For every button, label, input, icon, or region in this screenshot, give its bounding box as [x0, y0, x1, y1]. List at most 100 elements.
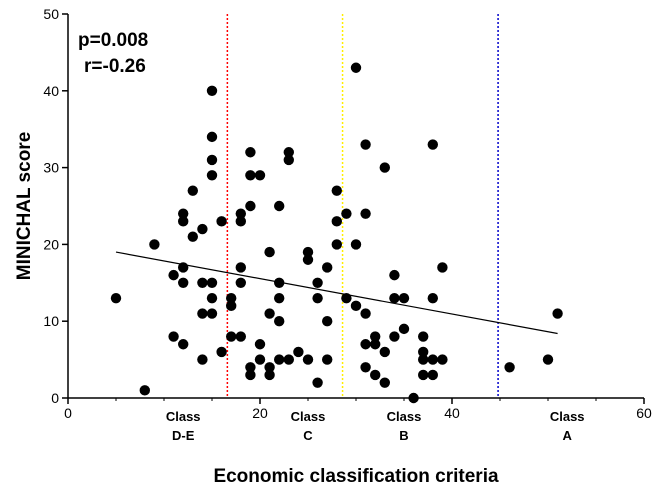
data-point	[264, 362, 275, 373]
data-point	[235, 216, 246, 227]
data-point	[264, 246, 275, 258]
data-point	[264, 369, 275, 381]
regression-line	[115, 251, 558, 335]
data-point	[206, 131, 218, 143]
data-point	[418, 331, 429, 342]
data-point	[274, 292, 285, 304]
data-point	[398, 323, 410, 335]
data-point	[178, 216, 189, 227]
data-point	[427, 292, 438, 304]
data-point	[322, 354, 333, 365]
class-label-line2: D-E	[172, 428, 195, 443]
data-point	[178, 208, 189, 219]
data-point	[206, 308, 218, 319]
data-point	[437, 262, 448, 273]
data-point	[427, 369, 438, 381]
data-point	[168, 269, 179, 281]
data-point	[331, 185, 342, 196]
class-label-line2: B	[399, 428, 408, 443]
tick-labels: 0 10 20 30 40 50 0 20 40 60 Class D-E Class C Class B Cl…	[43, 6, 652, 443]
data-point	[254, 170, 266, 181]
data-point	[235, 331, 246, 342]
data-point	[197, 308, 208, 319]
data-point	[245, 362, 256, 373]
data-point	[245, 170, 256, 181]
axes	[62, 13, 645, 404]
data-point	[206, 170, 218, 181]
data-point	[274, 354, 285, 365]
data-point	[206, 277, 218, 288]
y-tick-label: 50	[43, 6, 59, 22]
data-point	[542, 354, 554, 365]
data-point	[274, 200, 285, 212]
class-label-line1: Class	[291, 409, 326, 424]
data-point	[331, 239, 342, 250]
data-point	[139, 385, 150, 396]
data-point	[427, 139, 438, 150]
data-point	[206, 292, 218, 304]
data-point	[197, 223, 208, 235]
data-point	[254, 339, 266, 350]
data-point	[149, 239, 160, 250]
data-point	[350, 239, 362, 250]
data-point	[245, 200, 256, 212]
data-point	[235, 277, 246, 288]
data-point	[360, 208, 371, 219]
data-point	[360, 139, 371, 150]
data-point	[341, 292, 352, 304]
data-point	[370, 339, 381, 350]
data-point	[283, 147, 294, 158]
data-point	[302, 246, 314, 258]
r-value-annotation: r=-0.26	[84, 56, 146, 77]
data-point	[168, 331, 179, 342]
y-tick-label: 0	[51, 390, 59, 406]
data-point	[216, 216, 227, 227]
data-point	[197, 354, 208, 365]
data-point	[398, 292, 410, 304]
class-label-line1: Class	[550, 409, 585, 424]
data-point	[312, 292, 323, 304]
data-point	[341, 208, 352, 219]
data-point	[360, 308, 371, 319]
x-tick-label: 60	[636, 405, 652, 421]
data-point	[350, 300, 362, 312]
data-point	[379, 377, 390, 388]
data-point	[178, 339, 189, 350]
class-label-line2: A	[563, 428, 573, 443]
data-point	[370, 331, 381, 342]
data-point	[216, 346, 227, 358]
data-point	[187, 231, 198, 242]
data-point	[226, 292, 237, 304]
data-point	[322, 316, 333, 327]
data-point	[206, 85, 218, 97]
data-point	[264, 308, 275, 319]
data-point	[235, 208, 246, 219]
x-axis-title: Economic classification criteria	[213, 466, 499, 487]
data-point	[302, 354, 314, 365]
data-point	[389, 269, 400, 281]
data-point	[504, 362, 515, 373]
p-value-annotation: p=0.008	[78, 30, 148, 51]
data-point	[370, 369, 381, 381]
data-point	[293, 346, 304, 358]
x-tick-label: 40	[444, 405, 460, 421]
data-point	[283, 354, 294, 365]
data-point	[302, 254, 314, 265]
data-point	[418, 346, 429, 358]
data-point	[437, 354, 448, 365]
data-point	[418, 369, 429, 381]
data-point	[379, 346, 390, 358]
y-axis-title: MINICHAL score	[14, 132, 35, 281]
x-tick-label: 20	[252, 405, 268, 421]
data-point	[226, 300, 237, 312]
class-label-line2: C	[303, 428, 313, 443]
class-label-line1: Class	[387, 409, 422, 424]
data-points	[110, 62, 563, 404]
y-tick-label: 40	[43, 83, 59, 99]
data-point	[110, 292, 122, 304]
data-point	[427, 354, 438, 365]
data-point	[379, 162, 390, 173]
data-point	[360, 362, 371, 373]
data-point	[322, 262, 333, 273]
